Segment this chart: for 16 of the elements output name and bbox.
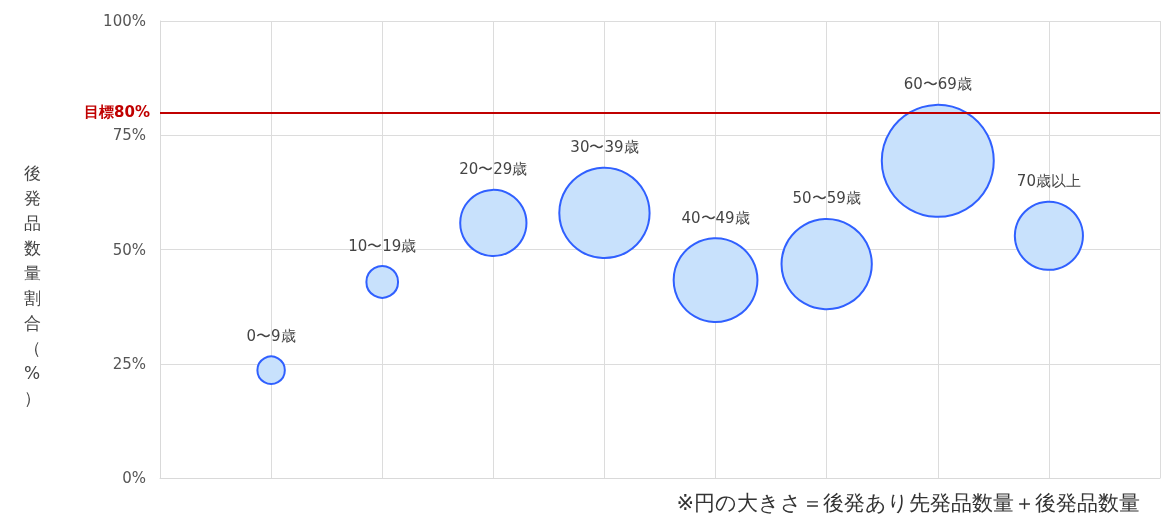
x-tick-label: 30〜39歳 <box>570 138 639 157</box>
y-tick-label: 25% <box>112 354 146 373</box>
x-tick-label: 40〜49歳 <box>681 208 750 227</box>
ref-line-label: 目標80% <box>84 103 150 122</box>
x-tick-label: 20〜29歳 <box>459 160 528 179</box>
y-tick-label: 75% <box>112 126 146 145</box>
y-tick-label: 50% <box>112 240 146 259</box>
text: ※円の大きさ＝後発あり先発品数量＋後発品数量 <box>676 490 1141 515</box>
x-tick-label: 10〜19歳 <box>348 236 417 255</box>
x-tick-label: 70歳以上 <box>1016 172 1081 191</box>
x-tick-label: 50〜59歳 <box>792 189 861 208</box>
text: 後発品数量割合（%） <box>24 162 41 408</box>
x-tick-label: 60〜69歳 <box>903 75 972 94</box>
y-tick-label: 100% <box>103 12 146 30</box>
x-tick-label: 0〜9歳 <box>246 326 296 345</box>
y-tick-label: 0% <box>122 469 146 487</box>
